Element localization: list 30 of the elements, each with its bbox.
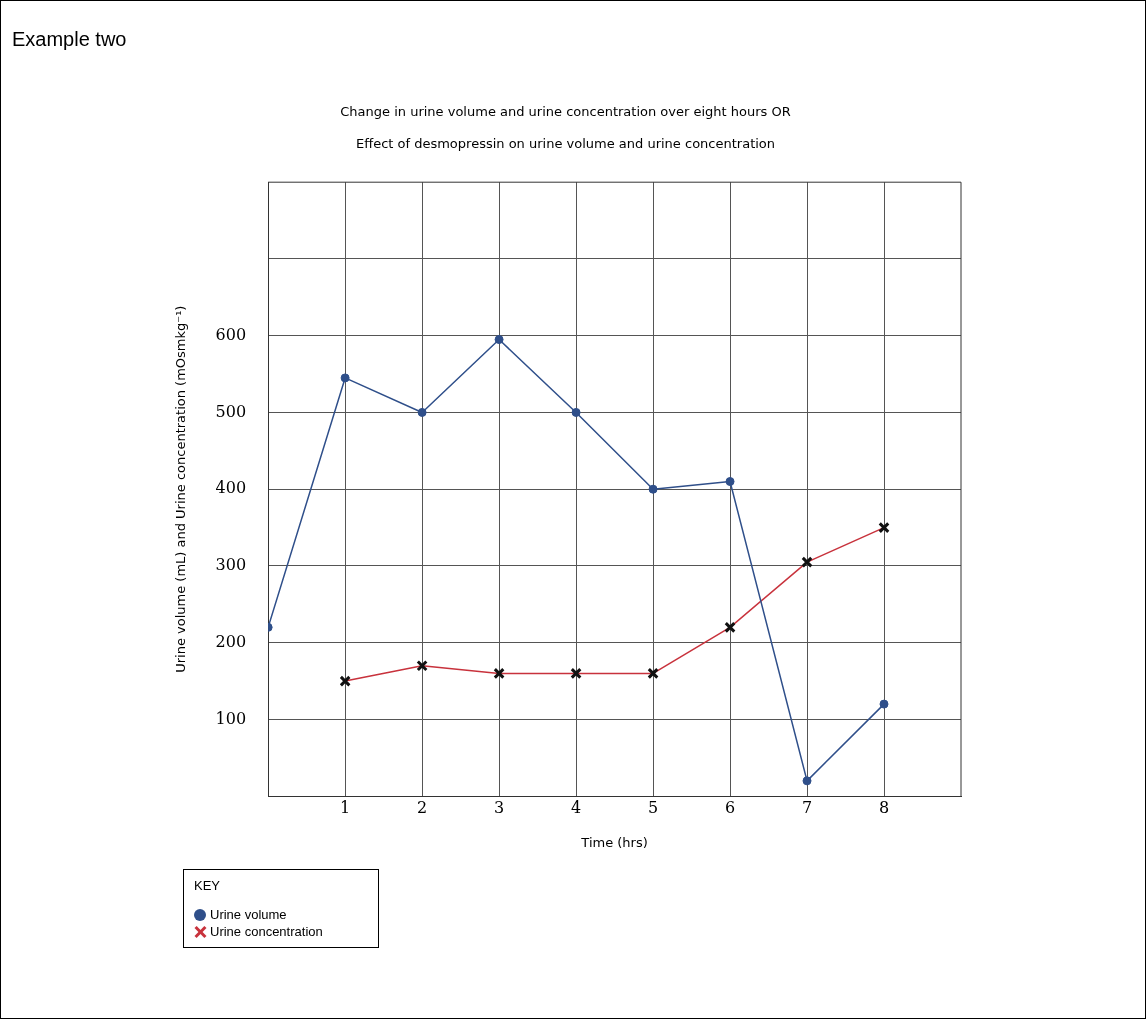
x-tick-label: 2 [417,797,428,817]
text: Example two [12,28,127,51]
y-tick-label: 200 [215,631,247,651]
y-tick-label: 600 [215,324,247,344]
x-tick-label: 4 [570,797,582,817]
x-tick-label: 8 [878,797,890,817]
y-axis-title: Urine volume (mL) and Urine concentration (mOsmkg⁻¹) [173,305,189,673]
point [494,335,504,345]
point [725,477,735,487]
point [648,484,658,494]
chart-title: Change in urine volume and urine concentration over eight hours OR [340,104,791,120]
x-tick-label: 1 [340,797,351,817]
chart-subtitle: Effect of desmopressin on urine volume and urine concentration [355,135,776,151]
legend-label: Urine concentration [210,924,323,939]
y-tick-label: 500 [215,401,247,421]
y-tick-label: 100 [215,708,247,728]
point [417,407,427,417]
x-tick-label: 7 [801,797,813,817]
y-tick-label: 300 [215,555,247,575]
legend-title: KEY [194,878,221,893]
point [802,776,812,786]
x-tick-label: 6 [724,797,736,817]
point [340,373,350,383]
legend-label: Urine volume [210,907,287,922]
y-tick-label: 400 [215,478,247,498]
x-tick-label: 5 [647,797,659,817]
point [571,407,581,417]
x-axis-title: Time (hrs) [580,834,648,850]
x-tick-label: 3 [494,797,505,817]
point [879,699,889,709]
